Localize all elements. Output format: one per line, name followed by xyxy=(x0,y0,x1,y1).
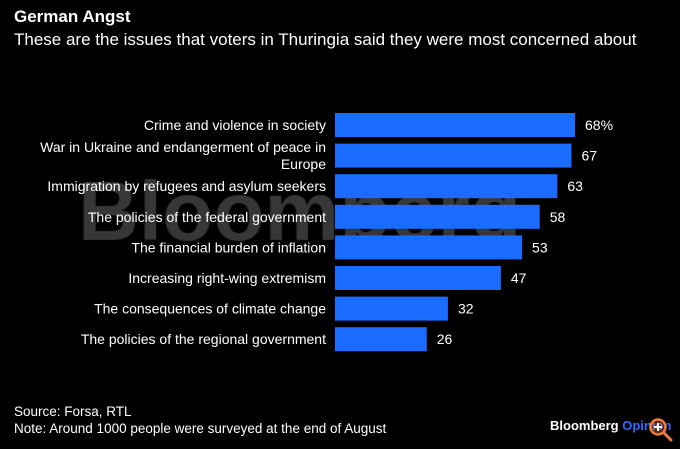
bar xyxy=(335,204,540,229)
zoom-in-icon[interactable] xyxy=(648,417,674,443)
value-label: 26 xyxy=(437,331,453,347)
bar xyxy=(335,174,558,199)
category-label: Increasing right-wing extremism xyxy=(128,270,326,286)
bar xyxy=(335,235,523,260)
category-label: The financial burden of inflation xyxy=(131,239,326,255)
brand-suffix: Opinion xyxy=(622,418,672,433)
category-label: The policies of the federal government xyxy=(88,209,326,225)
bar xyxy=(335,296,448,321)
category-label: War in Ukraine and endangerment of peace… xyxy=(40,139,326,155)
value-label: 47 xyxy=(511,270,527,286)
brand-logo: Bloomberg Opinion xyxy=(550,418,671,433)
category-label: Crime and violence in society xyxy=(144,117,326,133)
value-label: 32 xyxy=(458,301,474,317)
bar xyxy=(335,113,575,137)
source-note: Source: Forsa, RTL xyxy=(14,404,132,419)
chart-subtitle: These are the issues that voters in Thur… xyxy=(14,30,637,49)
chart-title: German Angst xyxy=(14,7,131,26)
value-label: 58 xyxy=(550,209,566,225)
category-label: The policies of the regional government xyxy=(81,331,326,347)
bar xyxy=(335,266,501,290)
value-label: 63 xyxy=(567,178,583,194)
value-label: 68% xyxy=(585,117,613,133)
survey-note: Note: Around 1000 people were surveyed a… xyxy=(14,421,387,436)
bar xyxy=(335,327,427,352)
category-label: Immigration by refugees and asylum seeke… xyxy=(47,178,326,194)
category-label: The consequences of climate change xyxy=(94,301,326,317)
value-label: 67 xyxy=(581,148,597,164)
category-label: Europe xyxy=(281,156,326,172)
bar xyxy=(335,143,572,168)
brand-name: Bloomberg xyxy=(550,418,619,433)
value-label: 53 xyxy=(532,239,548,255)
